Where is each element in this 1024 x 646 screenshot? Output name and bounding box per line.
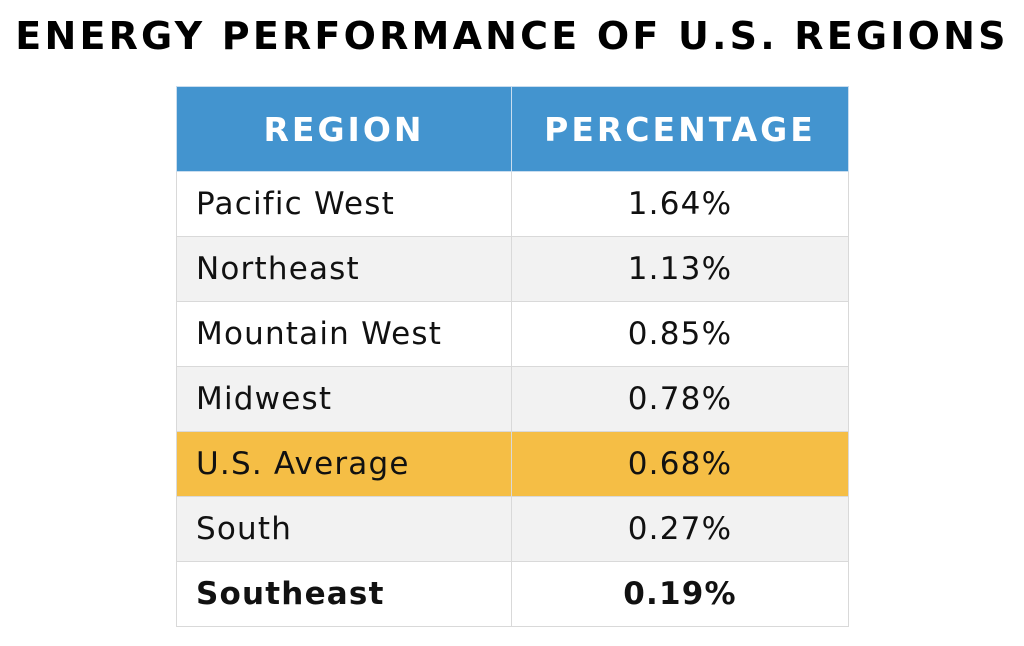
table-row: Pacific West 1.64% xyxy=(176,171,849,237)
table-row: South 0.27% xyxy=(176,496,849,562)
column-header-region: REGION xyxy=(176,86,512,172)
region-cell: Mountain West xyxy=(176,301,512,367)
percentage-cell: 1.64% xyxy=(511,171,849,237)
percentage-cell: 1.13% xyxy=(511,236,849,302)
energy-performance-table: REGION PERCENTAGE Pacific West 1.64% North… xyxy=(176,86,849,627)
region-cell: U.S. Average xyxy=(176,431,512,497)
region-cell: Southeast xyxy=(176,561,512,627)
table-row: Northeast 1.13% xyxy=(176,236,849,302)
region-cell: Pacific West xyxy=(176,171,512,237)
chart-title: ENERGY PERFORMANCE OF U.S. REGIONS xyxy=(15,14,1009,58)
table-body: Pacific West 1.64% Northeast 1.13% Mountain … xyxy=(176,171,849,627)
table-header-row: REGION PERCENTAGE xyxy=(176,86,849,172)
percentage-cell: 0.27% xyxy=(511,496,849,562)
region-cell: Northeast xyxy=(176,236,512,302)
percentage-cell: 0.19% xyxy=(511,561,849,627)
table-row: Mountain West 0.85% xyxy=(176,301,849,367)
percentage-cell: 0.85% xyxy=(511,301,849,367)
percentage-cell: 0.68% xyxy=(511,431,849,497)
table-row: Southeast 0.19% xyxy=(176,561,849,627)
percentage-cell: 0.78% xyxy=(511,366,849,432)
region-cell: Midwest xyxy=(176,366,512,432)
table-row: Midwest 0.78% xyxy=(176,366,849,432)
table-row: U.S. Average 0.68% xyxy=(176,431,849,497)
column-header-percentage: PERCENTAGE xyxy=(511,86,849,172)
region-cell: South xyxy=(176,496,512,562)
